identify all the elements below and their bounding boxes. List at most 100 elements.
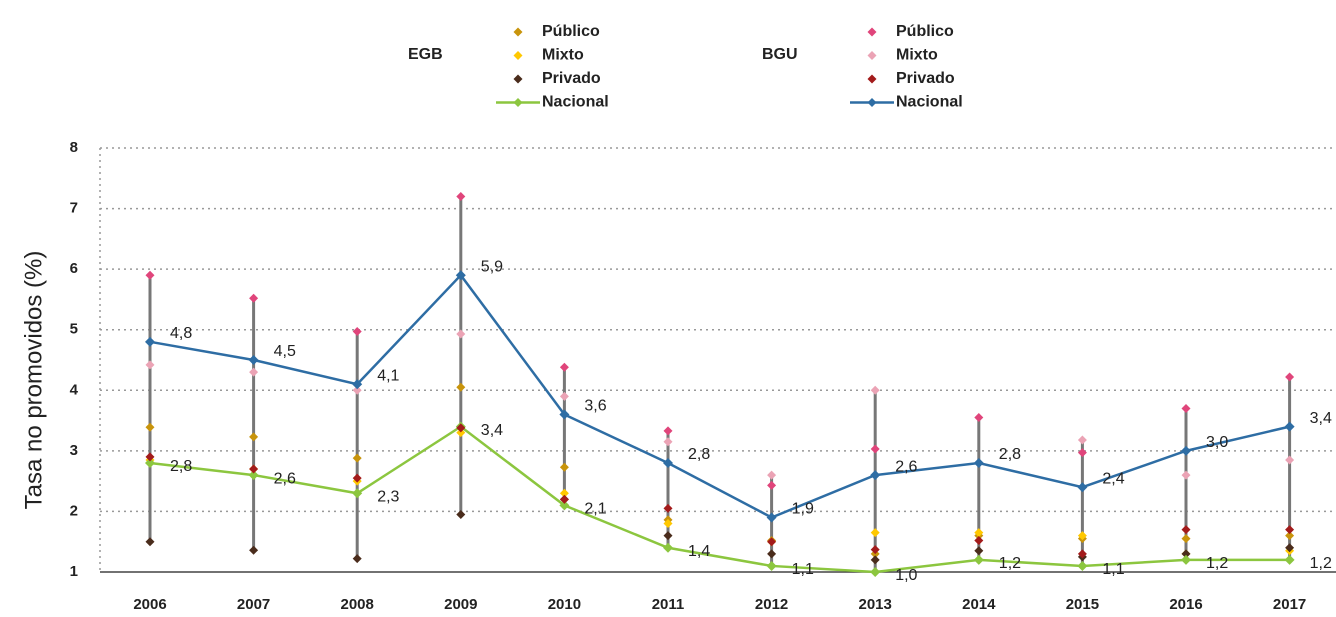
point (352, 327, 362, 337)
point (1181, 403, 1191, 413)
point (974, 413, 984, 423)
x-tick-label: 2010 (548, 596, 581, 613)
point (1077, 482, 1088, 493)
x-tick-label: 2011 (652, 596, 685, 613)
point (145, 537, 155, 547)
point (559, 500, 570, 511)
point (663, 503, 673, 513)
point (352, 488, 363, 499)
point (1285, 372, 1295, 382)
data-label: 2,4 (1102, 470, 1124, 487)
point (973, 554, 984, 565)
point (870, 545, 880, 555)
point (456, 509, 466, 519)
point (974, 546, 984, 556)
legend-label: Privado (896, 70, 955, 87)
point (1181, 549, 1191, 559)
data-label: 1,9 (792, 501, 814, 518)
legend-marker (513, 74, 523, 84)
legend-label: Nacional (542, 94, 609, 111)
legend-label: Público (542, 23, 600, 40)
point (1077, 448, 1087, 458)
point (559, 488, 569, 498)
data-label: 1,2 (999, 555, 1021, 572)
point (352, 453, 362, 463)
point (559, 409, 570, 420)
point (1285, 525, 1295, 535)
legend-label: Privado (542, 70, 601, 87)
point (145, 360, 155, 370)
legend-marker (867, 51, 877, 60)
point (663, 426, 673, 436)
legend-marker (513, 51, 523, 60)
point (249, 464, 259, 474)
data-label: 3,0 (1206, 434, 1228, 451)
data-label: 4,1 (377, 367, 399, 384)
point (767, 480, 777, 490)
point (249, 432, 259, 442)
point (1077, 560, 1088, 571)
point (974, 536, 984, 546)
point (1181, 445, 1191, 456)
y-tick-label: 5 (70, 321, 78, 338)
point (249, 293, 259, 303)
point (456, 329, 466, 339)
data-label: 1,2 (1206, 555, 1228, 572)
legend-label: Público (896, 23, 954, 40)
point (870, 385, 880, 395)
point (870, 528, 880, 538)
data-label: 5,9 (481, 258, 503, 275)
point (870, 567, 881, 577)
point (1285, 543, 1295, 553)
series-line (149, 425, 1290, 574)
point (1181, 534, 1191, 544)
point (456, 428, 466, 438)
data-label: 1,1 (792, 561, 814, 578)
point (767, 549, 777, 559)
data-label: 2,3 (377, 488, 399, 505)
x-tick-label: 2012 (755, 596, 788, 613)
data-label: 3,4 (1310, 410, 1332, 427)
point (1181, 525, 1191, 535)
x-tick-label: 2014 (962, 596, 996, 613)
point (249, 367, 259, 377)
data-label: 1,0 (895, 567, 917, 584)
legend-marker (867, 74, 877, 84)
point (1077, 531, 1087, 541)
point (1077, 549, 1087, 559)
point (870, 444, 880, 454)
y-tick-label: 6 (70, 260, 78, 277)
point (145, 422, 155, 432)
legend-marker (513, 98, 523, 107)
point (145, 270, 155, 280)
point (663, 457, 673, 468)
point (663, 519, 673, 529)
data-label: 2,8 (999, 446, 1021, 463)
point (248, 355, 259, 365)
point (352, 385, 362, 395)
point (455, 270, 466, 281)
legend-label: Mixto (896, 47, 938, 64)
data-label: 4,5 (274, 343, 296, 360)
x-tick-label: 2007 (237, 596, 270, 613)
point (559, 391, 569, 401)
x-tick-label: 2016 (1169, 596, 1202, 613)
point (1284, 421, 1295, 432)
legend-label: Mixto (542, 47, 584, 64)
point (766, 560, 777, 571)
y-tick-label: 8 (70, 139, 78, 156)
point (145, 452, 155, 462)
point (663, 531, 673, 541)
legend-group-title: BGU (762, 46, 798, 63)
point (456, 423, 466, 433)
point (145, 457, 155, 468)
y-tick-label: 1 (70, 563, 78, 580)
y-axis-label: Tasa no promovidos (%) (20, 251, 47, 510)
point (767, 537, 777, 547)
point (248, 470, 259, 481)
point (766, 512, 777, 523)
point (663, 437, 673, 447)
data-label: 2,8 (688, 446, 710, 463)
point (1285, 455, 1295, 465)
data-label: 1,1 (1102, 561, 1124, 578)
